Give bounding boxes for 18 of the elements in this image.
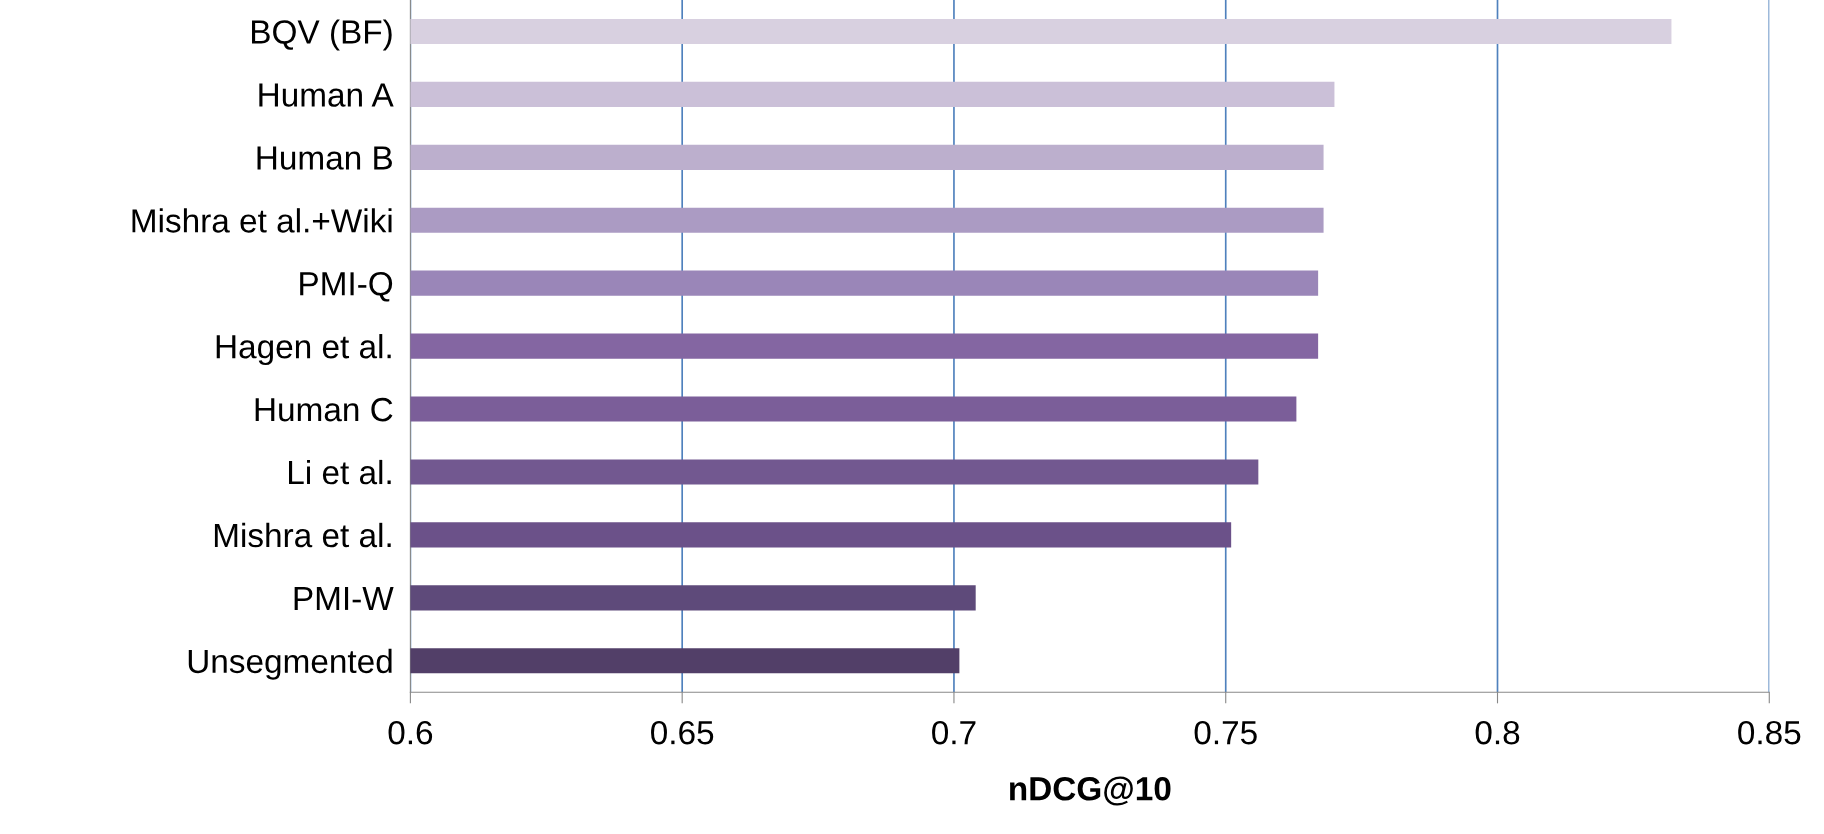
y-tick-label: Human C — [255, 397, 393, 422]
y-tick-label: PMI-W — [294, 586, 394, 610]
y-tick-label: Mishra et al. — [214, 522, 391, 548]
y-tick-label: Li et al. — [289, 459, 391, 485]
y-tick-label: Unsegmented — [188, 648, 392, 680]
y-tick-label: Mishra et al.+Wiki — [132, 208, 392, 233]
x-tick-label: 0.75 — [1194, 720, 1257, 745]
y-tick-label: Human B — [257, 146, 392, 170]
y-tick-label: BQV (BF) — [252, 19, 392, 51]
y-tick-label: Hagen et al. — [216, 334, 391, 366]
x-tick-label: 0.6 — [388, 720, 433, 745]
x-tick-label: 0.8 — [1475, 720, 1520, 745]
x-tick-label: 0.85 — [1738, 720, 1801, 745]
x-tick-label: 0.7 — [932, 720, 976, 745]
x-tick-label: 0.65 — [651, 720, 714, 745]
y-tick-label: PMI-Q — [300, 271, 393, 302]
x-axis-title: nDCG@10 — [1010, 776, 1171, 806]
y-tick-label: Human A — [259, 83, 394, 107]
